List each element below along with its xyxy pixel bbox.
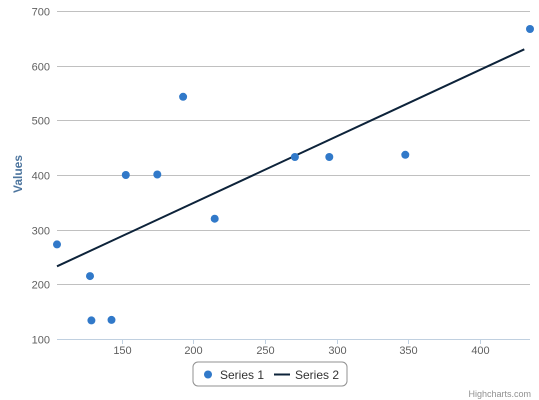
legend: Series 1 Series 2: [192, 361, 348, 387]
scatter-point[interactable]: [107, 315, 116, 324]
scatter-point[interactable]: [153, 170, 162, 179]
scatter-point[interactable]: [179, 92, 188, 101]
x-tick-label: 350: [399, 345, 417, 357]
credits-link[interactable]: Highcharts.com: [468, 389, 531, 399]
scatter-point[interactable]: [121, 171, 130, 179]
legend-item-series-2[interactable]: Series 2: [274, 368, 339, 382]
y-tick-label: 300: [32, 226, 50, 238]
legend-box: [192, 361, 348, 387]
y-axis-ticks: 100 200 300 400 500 600 700: [32, 7, 50, 347]
x-axis-ticks: 150 200 250 300 350 400: [113, 339, 490, 357]
y-tick-label: 600: [32, 62, 50, 74]
scatter-point[interactable]: [53, 240, 61, 249]
legend-label-series-1: Series 1: [220, 368, 264, 382]
series: [53, 25, 534, 325]
y-tick-label: 100: [32, 335, 50, 347]
y-tick-label: 200: [32, 280, 50, 292]
scatter-point[interactable]: [290, 153, 299, 161]
y-axis-title: Values: [11, 155, 25, 193]
series-2-line[interactable]: [56, 48, 525, 268]
x-tick-label: 300: [328, 345, 346, 357]
x-tick-label: 150: [113, 345, 131, 357]
y-tick-label: 400: [32, 171, 50, 183]
scatter-point[interactable]: [210, 214, 219, 223]
x-tick-label: 200: [184, 345, 202, 357]
grid-lines: [57, 11, 530, 285]
y-tick-label: 700: [32, 7, 50, 19]
scatter-point[interactable]: [401, 150, 410, 159]
scatter-point[interactable]: [325, 153, 334, 161]
x-tick-label: 400: [471, 345, 489, 357]
scatter-point[interactable]: [87, 316, 96, 325]
legend-label-series-2: Series 2: [295, 368, 339, 382]
scatter-point[interactable]: [526, 25, 534, 33]
legend-marker-series-1: [204, 370, 212, 379]
x-tick-label: 250: [256, 345, 274, 357]
y-tick-label: 500: [32, 116, 50, 128]
legend-item-series-1[interactable]: Series 1: [204, 368, 264, 382]
scatter-point[interactable]: [86, 272, 94, 281]
